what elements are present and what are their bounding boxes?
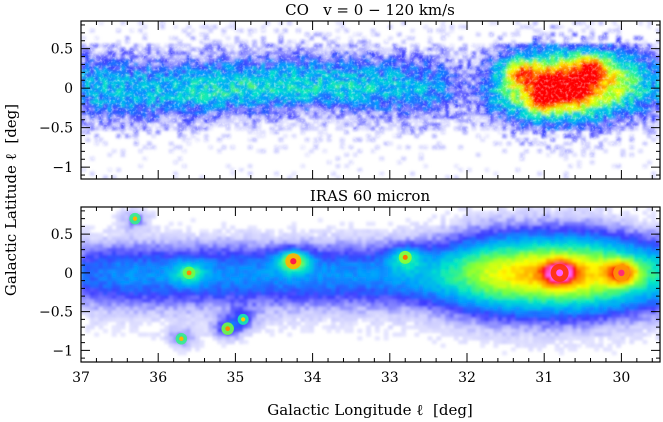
y-tick-label: −0.5 <box>39 121 73 137</box>
iras-y-tick-labels: 0.5 0 −0.5 −1 <box>39 227 73 359</box>
y-tick-label: −0.5 <box>39 305 73 321</box>
y-tick-label: 0 <box>64 266 73 282</box>
iras-source-core-2 <box>290 258 297 265</box>
x-tick-label: 37 <box>72 370 90 386</box>
co-plot-frame <box>80 20 661 180</box>
iras-source-core-6 <box>225 326 231 332</box>
y-axis-label: Galactic Latitude ℓ [deg] <box>2 104 20 296</box>
x-tick-label: 31 <box>535 370 553 386</box>
co-y-tick-labels: 0.5 0 −0.5 −1 <box>39 42 73 176</box>
x-tick-label: 34 <box>304 370 322 386</box>
iras-axis-ticks <box>80 207 660 362</box>
iras-source-core-1 <box>618 269 625 277</box>
co-panel-title: CO v = 0 − 120 km/s <box>285 1 455 19</box>
y-tick-label: 0 <box>64 81 73 97</box>
iras-plot-frame <box>80 206 661 363</box>
co-panel: CO v = 0 − 120 km/s 0.5 0 −0.5 −1 <box>39 1 661 180</box>
y-tick-label: 0.5 <box>51 42 73 58</box>
co-axis-ticks <box>80 21 660 179</box>
x-tick-label: 30 <box>612 370 630 386</box>
x-tick-label: 33 <box>381 370 399 386</box>
x-tick-label: 32 <box>458 370 476 386</box>
iras-source-core-0 <box>556 269 564 277</box>
iras-source-core-7 <box>179 336 184 341</box>
iras-source-core-3 <box>402 254 408 260</box>
iras-panel-title: IRAS 60 micron <box>310 187 431 205</box>
iras-x-tick-labels: 37 36 35 34 33 32 31 30 <box>72 370 630 386</box>
y-tick-label: −1 <box>52 343 73 359</box>
iras-panel: IRAS 60 micron 0.5 0 −0.5 −1 37 36 35 34 33 32 31… <box>39 187 661 386</box>
iras-source-core-8 <box>241 317 246 322</box>
y-tick-label: 0.5 <box>51 227 73 243</box>
co-speckle-overlay <box>81 21 660 179</box>
x-tick-label: 35 <box>226 370 244 386</box>
iras-source-core-5 <box>132 216 138 221</box>
y-tick-label: −1 <box>52 160 73 176</box>
iras-intensity-map <box>81 207 660 356</box>
x-tick-label: 36 <box>149 370 167 386</box>
iras-source-core-4 <box>186 270 192 276</box>
x-axis-label: Galactic Longitude ℓ [deg] <box>267 401 473 419</box>
